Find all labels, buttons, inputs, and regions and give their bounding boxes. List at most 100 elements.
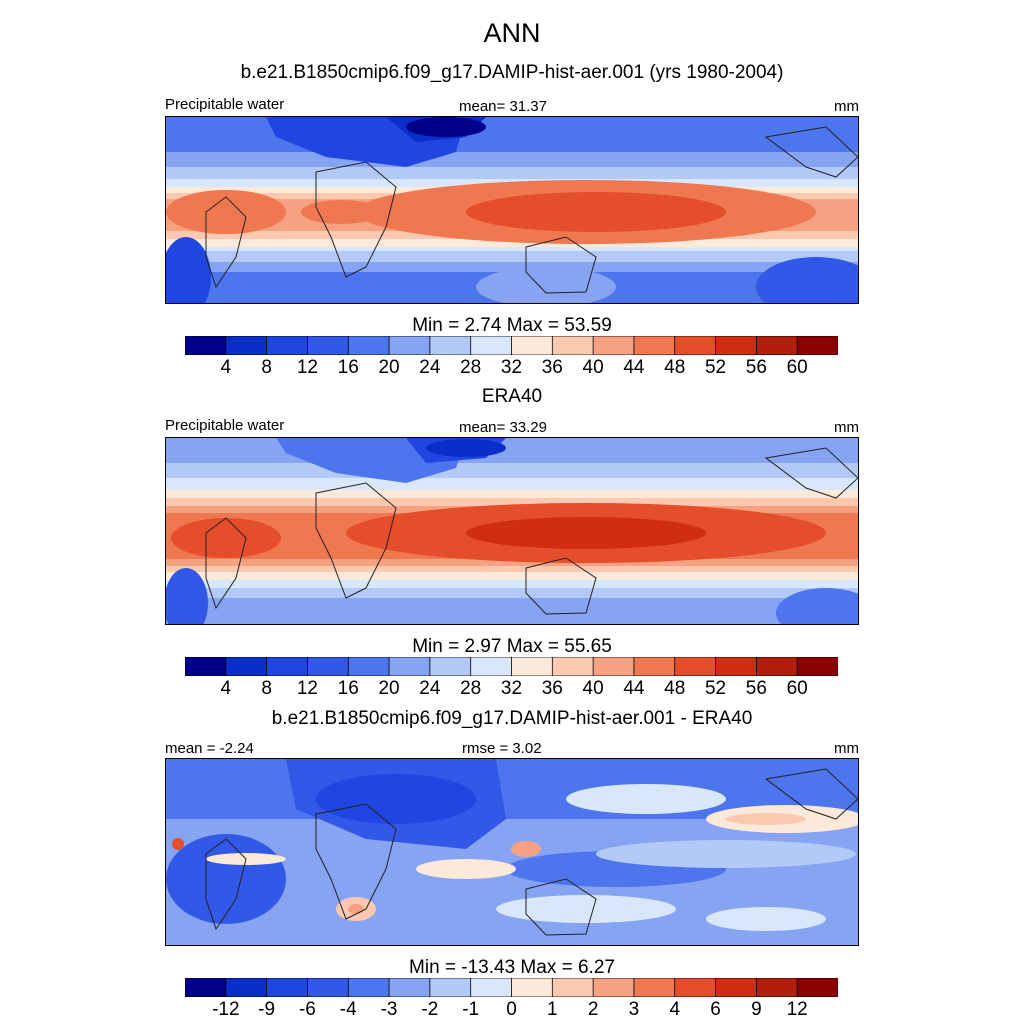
panel3-colorbar-ticks: -12 -9 -6 -4 -3 -2 -1 0 1 2 3 4 6 9 12 bbox=[185, 999, 838, 1021]
panel2-colorbar-svg bbox=[185, 657, 838, 676]
colorbar-swatch bbox=[715, 336, 758, 355]
colorbar-swatch bbox=[185, 336, 227, 355]
colorbar-swatch bbox=[307, 336, 349, 355]
colorbar-swatch bbox=[511, 657, 554, 676]
colorbar-tick-label: 32 bbox=[500, 678, 523, 699]
colorbar-tick-label: -12 bbox=[212, 999, 240, 1020]
colorbar-swatch bbox=[347, 336, 390, 355]
figure-title: ANN bbox=[483, 18, 541, 48]
colorbar-tick-label: 0 bbox=[506, 999, 517, 1020]
colorbar-tick-label: 24 bbox=[419, 357, 441, 378]
panel2-units-label: mm bbox=[834, 419, 859, 436]
colorbar-tick-label: 48 bbox=[664, 678, 686, 699]
colorbar-swatch bbox=[551, 336, 594, 355]
panel3-mean-label: mean = -2.24 bbox=[165, 740, 254, 757]
colorbar-swatch bbox=[796, 978, 838, 997]
colorbar-tick-label: 48 bbox=[664, 357, 686, 378]
colorbar-tick-label: 4 bbox=[220, 357, 232, 378]
colorbar-swatch bbox=[592, 336, 635, 355]
colorbar-tick-label: 16 bbox=[337, 357, 359, 378]
colorbar-swatch bbox=[225, 336, 268, 355]
colorbar-swatch bbox=[429, 657, 472, 676]
colorbar-swatch bbox=[429, 978, 472, 997]
colorbar-swatch bbox=[796, 657, 838, 676]
colorbar-swatch bbox=[266, 657, 309, 676]
colorbar-swatch bbox=[755, 657, 798, 676]
colorbar-swatch bbox=[592, 978, 635, 997]
colorbar-tick-label: 12 bbox=[296, 357, 319, 378]
colorbar-swatch bbox=[633, 978, 676, 997]
colorbar-swatch bbox=[347, 978, 390, 997]
colorbar-swatch bbox=[551, 978, 594, 997]
colorbar-tick-label: 60 bbox=[786, 357, 808, 378]
colorbar-swatch bbox=[470, 978, 513, 997]
colorbar-swatch bbox=[470, 657, 513, 676]
panel1-units-label: mm bbox=[834, 98, 859, 115]
colorbar-tick-label: -2 bbox=[421, 999, 439, 1020]
colorbar-swatch bbox=[307, 657, 349, 676]
panel1-colorbar-svg bbox=[185, 336, 838, 355]
colorbar-tick-label: -6 bbox=[298, 999, 316, 1020]
colorbar-tick-label: 28 bbox=[460, 678, 482, 699]
colorbar-tick-label: 40 bbox=[582, 357, 604, 378]
colorbar-swatch bbox=[592, 657, 635, 676]
colorbar-tick-label: 4 bbox=[669, 999, 681, 1020]
panel1-minmax: Min = 2.74 Max = 53.59 bbox=[412, 315, 612, 336]
panel2-minmax: Min = 2.97 Max = 55.65 bbox=[412, 636, 612, 657]
panel3-map bbox=[165, 758, 859, 946]
colorbar-tick-label: -1 bbox=[462, 999, 480, 1020]
panel3-colorbar bbox=[185, 978, 838, 997]
colorbar-tick-label: 32 bbox=[500, 357, 523, 378]
colorbar-tick-label: 4 bbox=[220, 678, 232, 699]
panel1-variable-label: Precipitable water bbox=[165, 96, 285, 113]
colorbar-swatch bbox=[388, 657, 431, 676]
panel1-colorbar-ticks: 4 8 12 16 20 24 28 32 36 40 44 48 52 56 60 bbox=[185, 357, 838, 379]
panel3-heading: b.e21.B1850cmip6.f09_g17.DAMIP-hist-aer.… bbox=[271, 708, 753, 729]
colorbar-swatch bbox=[755, 978, 798, 997]
colorbar-tick-label: 36 bbox=[541, 357, 563, 378]
colorbar-tick-label: 44 bbox=[623, 678, 645, 699]
colorbar-swatch bbox=[388, 978, 431, 997]
colorbar-swatch bbox=[755, 336, 798, 355]
colorbar-tick-label: 24 bbox=[419, 678, 441, 699]
colorbar-swatch bbox=[307, 978, 349, 997]
colorbar-swatch bbox=[674, 336, 717, 355]
panel2-variable-label: Precipitable water bbox=[165, 417, 285, 434]
colorbar-tick-label: 44 bbox=[623, 357, 645, 378]
panel3-colorbar-svg bbox=[185, 978, 838, 997]
panel2-colorbar bbox=[185, 657, 838, 676]
panel2-map bbox=[165, 437, 859, 625]
colorbar-tick-label: 16 bbox=[337, 678, 359, 699]
colorbar-swatch bbox=[715, 978, 758, 997]
colorbar-tick-label: 12 bbox=[786, 999, 808, 1020]
colorbar-tick-label: 36 bbox=[541, 678, 563, 699]
colorbar-swatch bbox=[266, 336, 309, 355]
colorbar-tick-label: -4 bbox=[339, 999, 357, 1020]
colorbar-swatch bbox=[551, 657, 594, 676]
colorbar-swatch bbox=[225, 978, 268, 997]
panel3-rmse-label: rmse = 3.02 bbox=[462, 740, 542, 757]
colorbar-swatch bbox=[715, 657, 758, 676]
panel2-heading: ERA40 bbox=[481, 386, 543, 407]
colorbar-tick-label: 56 bbox=[745, 357, 767, 378]
colorbar-swatch bbox=[266, 978, 309, 997]
colorbar-swatch bbox=[511, 336, 554, 355]
colorbar-tick-label: 60 bbox=[786, 678, 808, 699]
colorbar-tick-label: -3 bbox=[380, 999, 398, 1020]
colorbar-tick-label: 20 bbox=[378, 678, 400, 699]
colorbar-tick-label: 1 bbox=[547, 999, 558, 1020]
colorbar-swatch bbox=[388, 336, 431, 355]
colorbar-swatch bbox=[511, 978, 554, 997]
colorbar-tick-label: 3 bbox=[628, 999, 640, 1020]
colorbar-tick-label: 9 bbox=[751, 999, 762, 1020]
colorbar-tick-label: 20 bbox=[378, 357, 400, 378]
colorbar-tick-label: 52 bbox=[704, 357, 727, 378]
colorbar-tick-label: 56 bbox=[745, 678, 767, 699]
colorbar-swatch bbox=[347, 657, 390, 676]
panel2-colorbar-ticks: 4 8 12 16 20 24 28 32 36 40 44 48 52 56 60 bbox=[185, 678, 838, 700]
colorbar-swatch bbox=[185, 978, 227, 997]
colorbar-swatch bbox=[674, 978, 717, 997]
panel3-minmax: Min = -13.43 Max = 6.27 bbox=[409, 957, 615, 978]
colorbar-swatch bbox=[470, 336, 513, 355]
colorbar-tick-label: 52 bbox=[704, 678, 727, 699]
